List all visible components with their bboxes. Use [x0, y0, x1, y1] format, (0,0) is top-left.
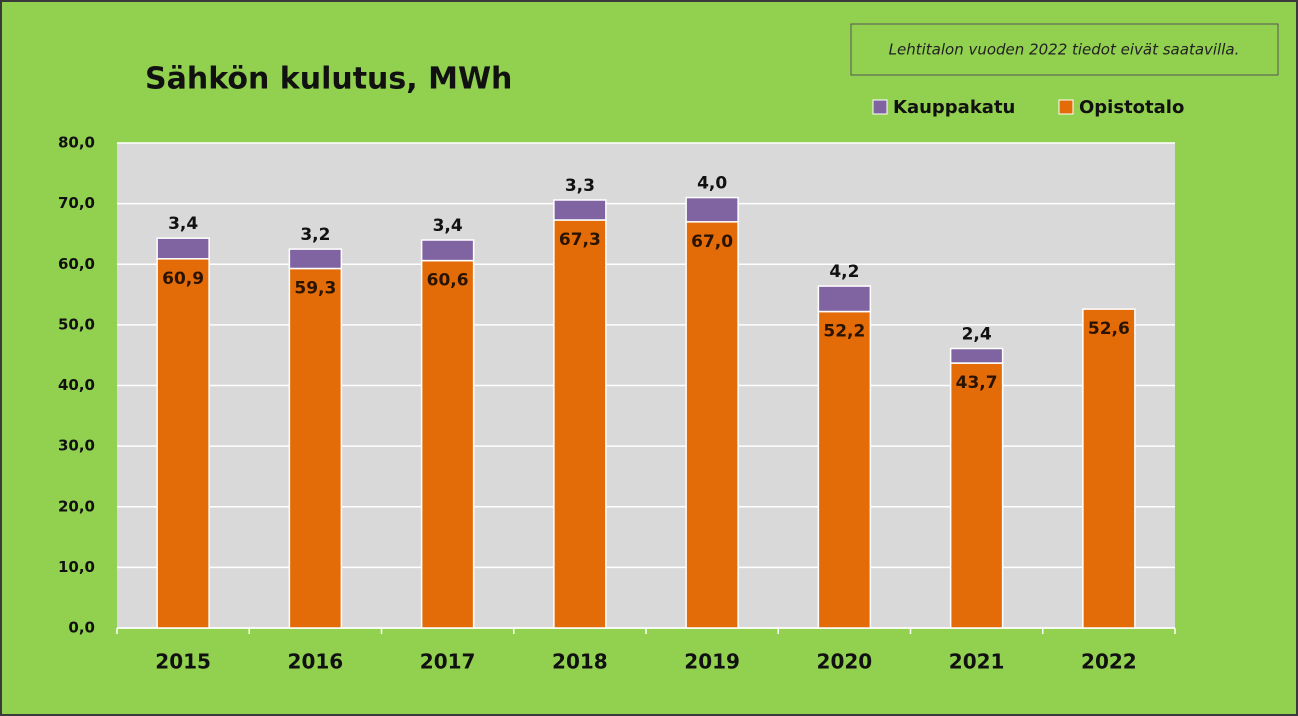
- data-label: 4,2: [829, 262, 859, 282]
- y-tick-label: 30,0: [58, 437, 95, 455]
- y-tick-label: 40,0: [58, 376, 95, 394]
- data-label: 52,6: [1088, 319, 1130, 339]
- chart-title: Sähkön kulutus, MWh: [145, 62, 512, 97]
- bar-segment: [949, 347, 1004, 364]
- data-label: 52,2: [823, 322, 865, 342]
- x-tick-label: 2017: [420, 650, 476, 674]
- data-label: 60,9: [162, 269, 204, 289]
- data-label: 67,3: [559, 230, 601, 250]
- bar-segment: [420, 239, 475, 262]
- legend-label: Kauppakatu: [893, 97, 1015, 118]
- y-tick-label: 0,0: [68, 619, 95, 637]
- x-tick-label: 2019: [684, 650, 740, 674]
- x-tick-label: 2022: [1081, 650, 1137, 674]
- bar-segment: [817, 285, 872, 313]
- y-tick-label: 20,0: [58, 497, 95, 515]
- data-label: 3,4: [168, 214, 198, 234]
- legend-swatch: [1058, 99, 1074, 115]
- x-tick-label: 2018: [552, 650, 608, 674]
- data-label: 43,7: [956, 373, 998, 393]
- y-tick-label: 70,0: [58, 194, 95, 212]
- legend-swatch: [872, 99, 888, 115]
- note-box: [850, 23, 1279, 76]
- bar-segment: [1082, 308, 1136, 629]
- bar-segment: [685, 221, 739, 629]
- data-label: 3,3: [565, 176, 595, 196]
- x-tick-label: 2016: [288, 650, 344, 674]
- bar-segment: [420, 259, 475, 629]
- bar-segment: [685, 196, 739, 223]
- data-label: 67,0: [691, 232, 733, 252]
- y-tick-label: 60,0: [58, 255, 95, 273]
- bar-segment: [288, 248, 343, 270]
- bar-segment: [156, 258, 210, 629]
- data-label: 3,4: [433, 216, 463, 236]
- bar-segment: [553, 199, 607, 221]
- bar-segment: [288, 267, 343, 629]
- y-tick-label: 80,0: [58, 134, 95, 152]
- data-label: 59,3: [294, 278, 336, 298]
- data-label: 4,0: [697, 174, 727, 194]
- bar-segment: [553, 219, 607, 629]
- x-tick-label: 2015: [155, 650, 211, 674]
- y-tick-label: 10,0: [58, 558, 95, 576]
- bar-segment: [817, 310, 872, 629]
- bar-segment: [156, 237, 210, 260]
- data-label: 2,4: [962, 325, 992, 345]
- data-label: 3,2: [300, 225, 330, 245]
- data-label: 60,6: [427, 271, 469, 291]
- legend-label: Opistotalo: [1079, 97, 1184, 118]
- x-tick-label: 2020: [817, 650, 873, 674]
- bar-segment: [949, 362, 1004, 629]
- y-tick-label: 50,0: [58, 315, 95, 333]
- note: Lehtitalon vuoden 2022 tiedot eivät saat…: [889, 41, 1240, 59]
- x-tick-label: 2021: [949, 650, 1005, 674]
